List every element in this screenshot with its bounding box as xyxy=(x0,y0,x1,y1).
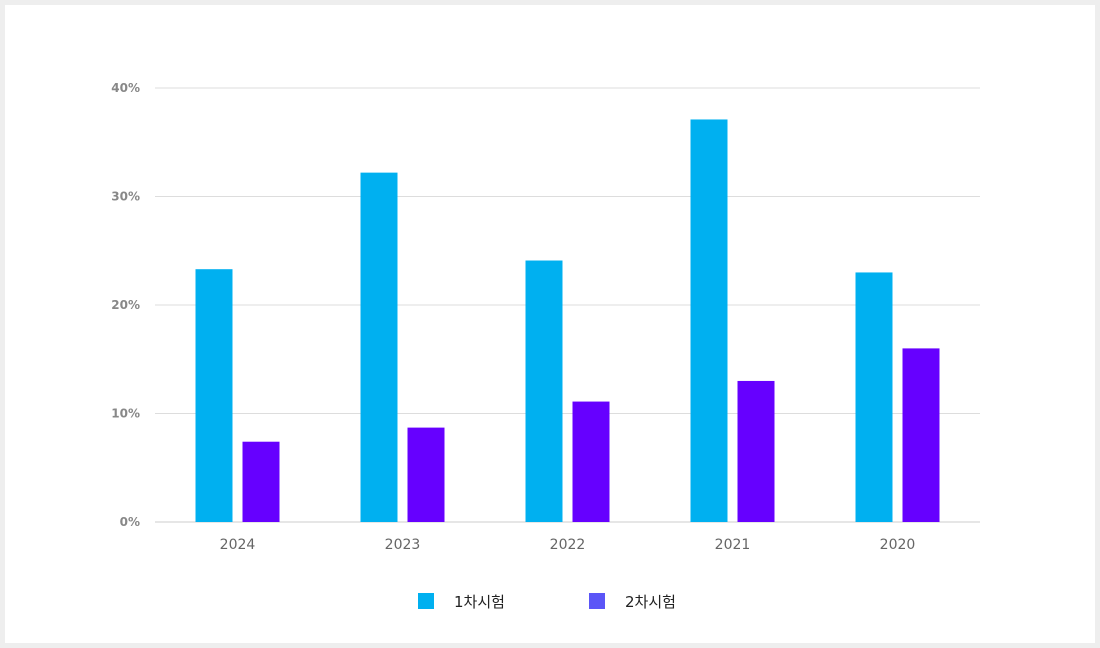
y-tick-label: 10% xyxy=(111,407,140,421)
bar-series-1 xyxy=(360,172,398,522)
y-tick-label: 20% xyxy=(111,298,140,312)
legend-label-series-1: 1차시험 xyxy=(454,592,505,611)
y-tick-label: 0% xyxy=(120,515,140,529)
x-tick-label: 2023 xyxy=(385,537,421,553)
bar-series-2 xyxy=(737,380,775,522)
legend-swatch-series-1 xyxy=(418,593,434,609)
bar-series-1 xyxy=(195,269,233,522)
bar-series-2 xyxy=(242,441,280,522)
gridlines xyxy=(155,87,980,523)
legend-item-series-2[interactable]: 2차시험 xyxy=(589,590,676,612)
bar-series-2 xyxy=(572,401,610,522)
bars xyxy=(195,119,940,522)
bar-series-1 xyxy=(690,119,728,522)
bar-series-2 xyxy=(902,348,940,522)
x-tick-label: 2021 xyxy=(715,537,751,553)
legend-swatch-series-2 xyxy=(589,593,605,609)
y-tick-label: 40% xyxy=(111,81,140,95)
bar-series-1 xyxy=(855,272,893,522)
bar-series-1 xyxy=(525,260,563,522)
bar-series-2 xyxy=(407,427,445,522)
legend-label-series-2: 2차시험 xyxy=(625,592,676,611)
legend-item-series-1[interactable]: 1차시험 xyxy=(418,590,505,612)
y-axis-ticks: 0% 10% 20% 30% 40% xyxy=(111,81,140,529)
x-tick-label: 2022 xyxy=(550,537,586,553)
x-tick-label: 2024 xyxy=(220,537,256,553)
x-tick-label: 2020 xyxy=(880,537,916,553)
legend: 1차시험 2차시험 xyxy=(0,590,1100,612)
y-tick-label: 30% xyxy=(111,190,140,204)
x-axis-ticks: 2024 2023 2022 2021 2020 xyxy=(220,537,916,553)
